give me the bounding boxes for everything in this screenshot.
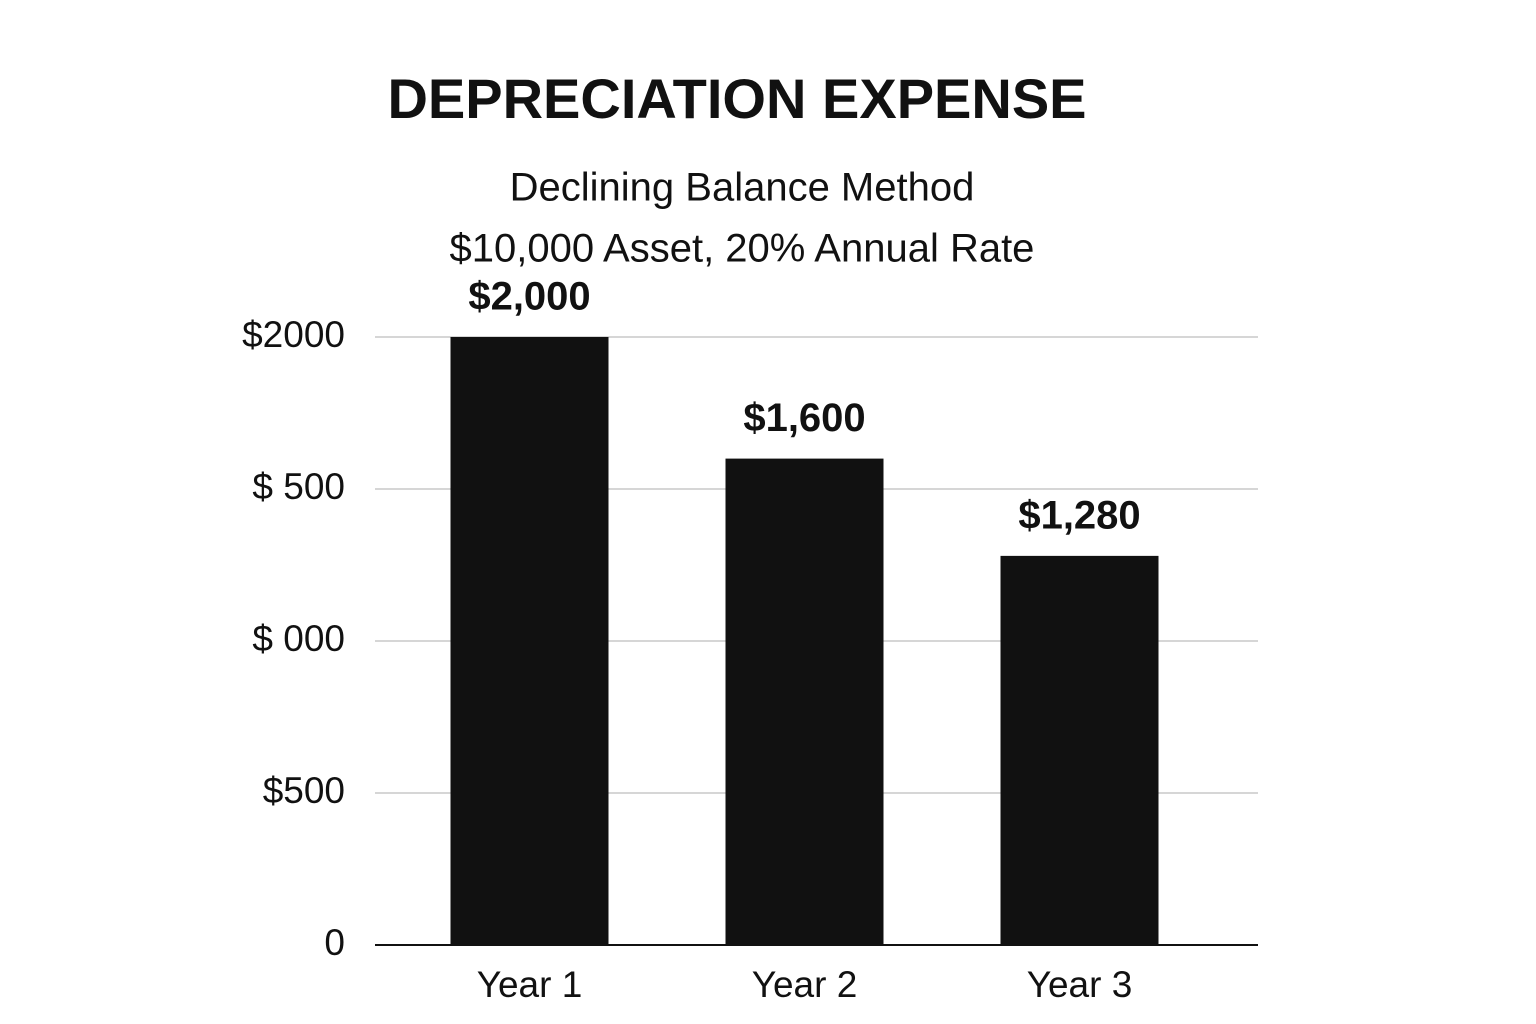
x-tick-label: Year 2 <box>752 964 858 1005</box>
y-tick-label: $ 000 <box>252 618 345 659</box>
y-tick-label: $ 500 <box>252 466 345 507</box>
value-label: $1,600 <box>743 396 865 440</box>
y-tick-label: $2000 <box>242 314 345 355</box>
x-tick-label: Year 1 <box>477 964 583 1005</box>
bar <box>725 458 884 945</box>
y-tick-label: 0 <box>324 922 345 963</box>
bar <box>450 337 609 945</box>
bar <box>1000 555 1159 945</box>
chart-title: DEPRECIATION EXPENSE <box>387 67 1086 130</box>
y-tick-label: $500 <box>263 770 345 811</box>
chart-subtitle: $10,000 Asset, 20% Annual Rate <box>450 227 1035 271</box>
chart-subtitle: Declining Balance Method <box>510 166 975 210</box>
x-tick-label: Year 3 <box>1027 964 1133 1005</box>
value-label: $1,280 <box>1018 493 1140 537</box>
value-label: $2,000 <box>468 275 590 319</box>
